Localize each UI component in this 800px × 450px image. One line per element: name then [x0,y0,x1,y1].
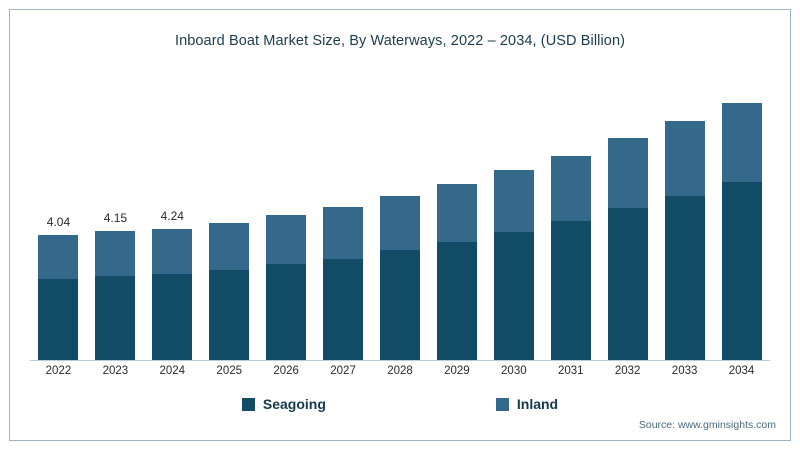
bar-segment-seagoing[interactable] [38,278,79,360]
x-axis-label: 2023 [102,365,129,377]
stacked-bar[interactable] [266,215,307,360]
bar-segment-inland[interactable] [607,137,648,208]
bar-segment-seagoing[interactable] [493,232,534,360]
bar-segment-inland[interactable] [664,121,705,196]
bar-segment-seagoing[interactable] [664,195,705,360]
bar-value-label: 4.15 [103,211,128,226]
bar-group[interactable] [266,75,307,360]
x-axis-label: 2030 [501,365,527,377]
x-axis-label: 2026 [273,365,299,377]
bar-group[interactable]: 4.04 [38,75,79,360]
x-axis-label: 2022 [45,365,72,377]
legend-swatch-inland [495,397,509,411]
bar-segment-inland[interactable] [721,102,762,182]
bar-group[interactable] [436,75,477,360]
bar-group[interactable] [493,75,534,360]
x-axis-label: 2028 [387,365,413,377]
bar-segment-seagoing[interactable] [95,276,136,360]
x-axis-label: 2031 [557,365,584,377]
stacked-bar[interactable] [550,155,591,360]
bar-segment-seagoing[interactable] [436,242,477,360]
bar-value-label: 4.24 [160,208,184,223]
bar-segment-seagoing[interactable] [209,269,250,360]
bar-group[interactable] [209,75,250,360]
x-axis-label: 2027 [330,365,356,377]
x-axis-label: 2034 [728,365,755,377]
stacked-bar[interactable] [607,137,648,360]
legend-label-seagoing: Seagoing [262,396,326,412]
chart-legend: Seagoing Inland [0,396,800,412]
bar-segment-inland[interactable] [152,228,193,274]
bar-group[interactable] [550,75,591,360]
stacked-bar[interactable] [95,231,136,360]
x-axis-label: 2024 [159,365,186,377]
stacked-bar[interactable] [379,195,420,360]
legend-item-inland[interactable]: Inland [495,396,559,412]
stacked-bar[interactable] [664,121,705,360]
legend-swatch-seagoing [241,397,255,411]
bar-value-label: 4.04 [46,214,71,229]
bar-series-container: 4.04 4.15 4.24 [30,75,770,360]
bar-segment-inland[interactable] [493,170,534,233]
bar-segment-inland[interactable] [550,155,591,222]
stacked-bar[interactable] [209,222,250,360]
stacked-bar[interactable] [436,184,477,360]
stacked-bar[interactable] [152,228,193,360]
x-axis-line [30,360,770,361]
bar-segment-inland[interactable] [95,231,136,277]
stacked-bar[interactable] [323,206,364,360]
bar-segment-inland[interactable] [436,184,477,243]
stacked-bar[interactable] [493,170,534,360]
bar-segment-inland[interactable] [379,195,420,251]
bar-group[interactable] [607,75,648,360]
bar-segment-seagoing[interactable] [607,207,648,360]
stacked-bar[interactable] [38,234,79,360]
bar-group[interactable]: 4.24 [152,75,193,360]
bar-group[interactable] [379,75,420,360]
x-axis-label: 2029 [444,365,470,377]
bar-segment-seagoing[interactable] [721,181,762,360]
legend-label-inland: Inland [516,396,559,412]
bar-segment-seagoing[interactable] [550,221,591,360]
x-axis-label: 2032 [614,365,641,377]
bar-segment-inland[interactable] [323,206,364,259]
bar-segment-seagoing[interactable] [379,250,420,360]
bar-segment-seagoing[interactable] [152,273,193,360]
legend-item-seagoing[interactable]: Seagoing [241,396,326,412]
bar-segment-inland[interactable] [266,215,307,265]
plot-area: 4.04 4.15 4.24 [30,75,770,360]
bar-segment-seagoing[interactable] [266,264,307,360]
bar-group[interactable] [323,75,364,360]
source-note: Source: www.gminsights.com [638,419,776,431]
x-axis-label: 2033 [671,365,698,377]
bar-segment-inland[interactable] [209,222,250,270]
x-axis-label: 2025 [216,365,243,377]
chart-title: Inboard Boat Market Size, By Waterways, … [174,33,626,49]
bar-segment-inland[interactable] [38,234,79,279]
bar-group[interactable]: 4.15 [95,75,136,360]
x-axis-tick-labels: 2022 2023 2024 2025 2026 2027 2028 2029 2030 2031… [30,365,770,377]
bar-group[interactable] [664,75,705,360]
bar-group[interactable] [721,75,762,360]
bar-segment-seagoing[interactable] [323,258,364,360]
stacked-bar[interactable] [721,102,762,360]
